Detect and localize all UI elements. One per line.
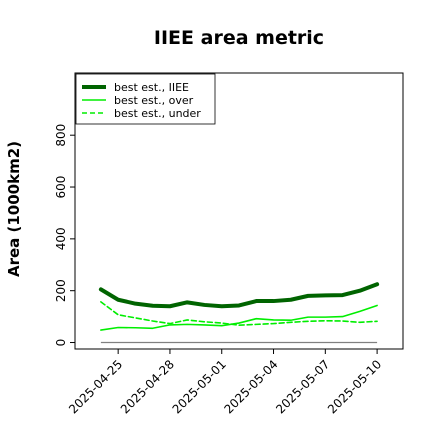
x-tick-label: 2025-05-10 — [325, 357, 384, 416]
y-axis-label: Area (1000km2) — [5, 141, 23, 277]
y-axis: 0 200 400 600 800 — [54, 124, 75, 347]
series-line-2 — [100, 304, 378, 331]
x-axis: 2025-04-252025-04-282025-05-012025-05-04… — [66, 349, 384, 416]
plot-frame — [74, 72, 404, 350]
x-tick-label: 2025-05-01 — [170, 357, 229, 416]
x-tick-label: 2025-05-04 — [221, 357, 280, 416]
x-tick-label: 2025-04-25 — [66, 357, 125, 416]
y-tick-label: 200 — [54, 279, 68, 302]
y-tick-label: 400 — [54, 227, 68, 250]
y-tick-label: 0 — [54, 339, 68, 347]
legend-label-3: best est., under — [114, 107, 201, 120]
chart-title: IIEE area metric — [154, 27, 324, 49]
x-tick-label: 2025-05-07 — [273, 357, 332, 416]
legend-box — [75, 73, 216, 125]
y-tick-label: 800 — [54, 124, 68, 147]
legend-label-2: best est., over — [114, 94, 194, 107]
y-tick-label: 600 — [54, 176, 68, 199]
series-lines — [98, 282, 380, 331]
series-line-3 — [100, 301, 378, 326]
series-line-1 — [98, 282, 380, 309]
x-tick-label: 2025-04-28 — [118, 357, 177, 416]
legend-label-1: best est., IIEE — [114, 81, 189, 94]
